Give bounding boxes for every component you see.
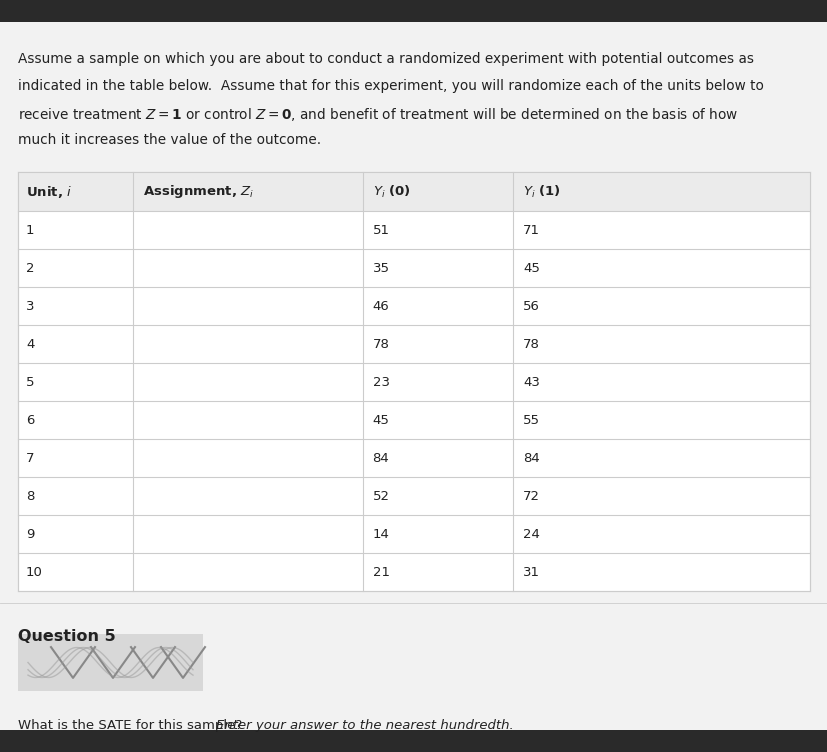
Text: 1: 1 — [26, 223, 35, 236]
Text: 7: 7 — [26, 451, 35, 465]
Text: 55: 55 — [523, 414, 539, 426]
Text: 10: 10 — [26, 566, 43, 578]
Text: 72: 72 — [523, 490, 539, 502]
Text: 78: 78 — [372, 338, 389, 350]
Text: 78: 78 — [523, 338, 539, 350]
Text: 14: 14 — [372, 527, 389, 541]
Text: 3: 3 — [26, 299, 35, 313]
Text: 45: 45 — [523, 262, 539, 274]
Text: 46: 46 — [372, 299, 389, 313]
Text: much it increases the value of the outcome.: much it increases the value of the outco… — [18, 133, 321, 147]
Text: 21: 21 — [372, 566, 389, 578]
Text: 71: 71 — [523, 223, 539, 236]
Text: 43: 43 — [523, 375, 539, 389]
Text: 51: 51 — [372, 223, 389, 236]
Text: 23: 23 — [372, 375, 389, 389]
Text: 52: 52 — [372, 490, 389, 502]
Text: 6: 6 — [26, 414, 35, 426]
Text: 4: 4 — [26, 338, 35, 350]
Text: $Y_i$ (1): $Y_i$ (1) — [523, 183, 560, 199]
Text: What is the SATE for this sample?: What is the SATE for this sample? — [18, 719, 246, 732]
Text: Question 5: Question 5 — [18, 629, 116, 644]
Text: 24: 24 — [523, 527, 539, 541]
Bar — [0, 730, 827, 752]
Text: 31: 31 — [523, 566, 539, 578]
Text: 56: 56 — [523, 299, 539, 313]
Text: Unit, $i$: Unit, $i$ — [26, 183, 72, 199]
Bar — [18, 172, 809, 591]
Text: indicated in the table below.  Assume that for this experiment, you will randomi: indicated in the table below. Assume tha… — [18, 79, 763, 93]
Bar — [0, 0, 827, 22]
Text: 8: 8 — [26, 490, 35, 502]
Text: $Y_i$ (0): $Y_i$ (0) — [372, 183, 410, 199]
Text: 2: 2 — [26, 262, 35, 274]
Text: Enter your answer to the nearest hundredth.: Enter your answer to the nearest hundred… — [216, 719, 513, 732]
Text: 45: 45 — [372, 414, 389, 426]
Bar — [18, 634, 203, 691]
Text: Assignment, $Z_i$: Assignment, $Z_i$ — [143, 183, 254, 200]
Text: 5: 5 — [26, 375, 35, 389]
Text: Assume a sample on which you are about to conduct a randomized experiment with p: Assume a sample on which you are about t… — [18, 52, 753, 66]
Text: 84: 84 — [523, 451, 539, 465]
Bar — [18, 172, 809, 211]
Text: 9: 9 — [26, 527, 35, 541]
Text: 84: 84 — [372, 451, 389, 465]
Text: 35: 35 — [372, 262, 389, 274]
Text: receive treatment $Z=\mathbf{1}$ or control $Z=\mathbf{0}$, and benefit of treat: receive treatment $Z=\mathbf{1}$ or cont… — [18, 106, 738, 123]
